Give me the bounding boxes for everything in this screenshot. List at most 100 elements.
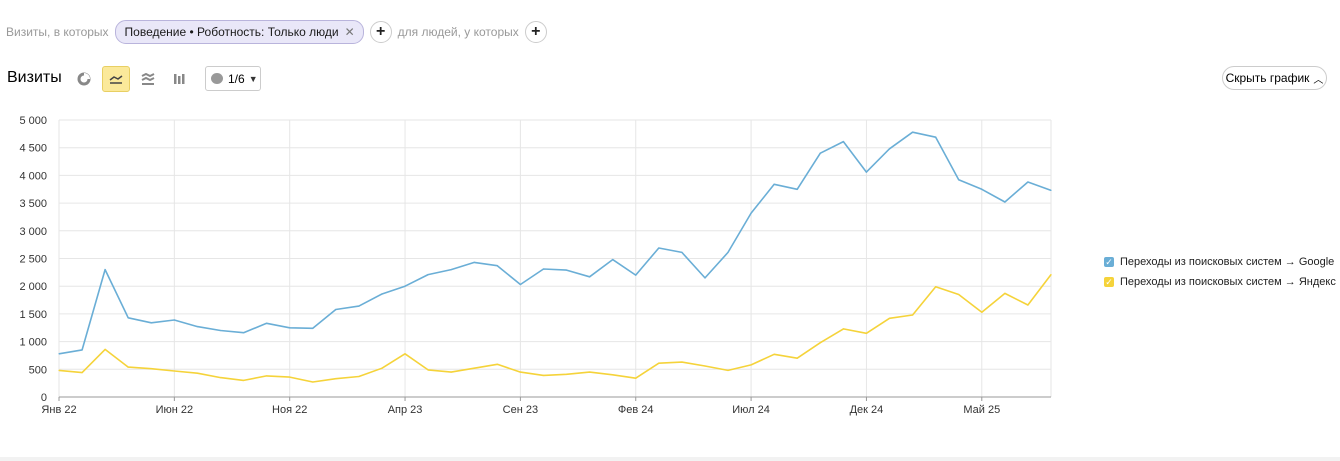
chevron-down-icon: ▼ [248, 73, 258, 84]
x-tick-label: Сен 23 [503, 404, 538, 416]
data-point [842, 141, 844, 143]
data-point [266, 322, 268, 324]
data-point [1004, 292, 1006, 295]
data-point [266, 375, 268, 377]
legend-item-google[interactable]: ✓ Переходы из поисковых систем → Google [1104, 252, 1336, 272]
data-point [865, 332, 868, 334]
data-point [381, 367, 383, 369]
legend-item-yandex[interactable]: ✓ Переходы из поисковых систем → Яндекс [1104, 272, 1336, 292]
data-point [727, 369, 729, 372]
checkbox-checked-icon[interactable]: ✓ [1104, 257, 1114, 267]
data-point [888, 317, 891, 319]
close-icon[interactable]: ✕ [344, 25, 355, 39]
x-tick-label: Июн 22 [156, 404, 194, 416]
data-point [773, 353, 775, 355]
data-point [219, 329, 222, 332]
data-point [150, 368, 152, 370]
add-people-filter-button[interactable]: + [524, 21, 547, 43]
bar-chart-button[interactable] [166, 66, 194, 92]
data-point [796, 188, 798, 190]
series-line-0 [58, 131, 1052, 355]
notes-dropdown[interactable]: 1/6 ▼ [205, 66, 261, 91]
data-point [704, 365, 706, 367]
series-line-1 [58, 274, 1052, 383]
checkbox-checked-icon[interactable]: ✓ [1104, 277, 1114, 287]
y-tick-label: 2 500 [19, 254, 47, 266]
data-point [1004, 201, 1006, 203]
plus-icon: + [375, 23, 386, 40]
y-tick-label: 4 500 [19, 143, 47, 155]
data-point [519, 283, 521, 286]
line-chart-icon [109, 75, 123, 84]
hide-chart-button[interactable]: Скрыть график ︿ [1222, 66, 1327, 90]
data-point [819, 342, 821, 344]
area-chart-icon [141, 73, 155, 85]
data-point [750, 212, 752, 214]
data-point [727, 251, 729, 254]
data-point [335, 378, 337, 380]
hide-chart-label: Скрыть график [1225, 71, 1310, 85]
data-point [1027, 304, 1029, 306]
data-point [173, 319, 175, 321]
data-point [565, 269, 568, 271]
data-point [289, 376, 291, 378]
data-point [981, 311, 983, 313]
y-tick-label: 500 [29, 364, 47, 376]
y-tick-label: 4 000 [19, 170, 47, 182]
chart-legend: ✓ Переходы из поисковых систем → Google … [1104, 252, 1336, 292]
data-point [150, 322, 152, 324]
data-point [196, 326, 199, 328]
add-visit-filter-button[interactable]: + [369, 21, 392, 43]
y-axis: 0 500 1 000 1 500 2 000 2 500 3 000 3 500 4 000 4… [19, 115, 47, 404]
data-point [127, 366, 129, 368]
data-point [81, 349, 83, 351]
data-point [496, 363, 498, 365]
chart-series [58, 131, 1052, 383]
x-axis: Янв 22 Июн 22 Ноя 22 Апр 23 Сен 23 Фев 24 Июл … [41, 396, 1051, 416]
data-point [519, 371, 521, 373]
y-tick-label: 3 000 [19, 226, 47, 238]
data-point [496, 265, 498, 267]
data-point [404, 353, 406, 355]
data-point [358, 305, 360, 307]
data-point [935, 136, 937, 138]
visits-filter-label: Визиты, в которых [6, 25, 109, 39]
chart-grid [58, 119, 1052, 398]
pie-chart-button[interactable] [70, 66, 98, 92]
y-tick-label: 2 000 [19, 281, 47, 293]
data-point [127, 317, 129, 319]
data-point [658, 247, 660, 249]
data-point [1027, 181, 1029, 183]
data-point [473, 367, 475, 369]
line-chart-button[interactable] [102, 66, 130, 92]
filter-chip-label: Поведение • Роботность: Только люди [124, 25, 339, 39]
data-point [589, 276, 591, 278]
data-point [612, 374, 614, 376]
data-point [242, 332, 245, 334]
data-point [542, 268, 545, 270]
data-point [589, 371, 591, 373]
data-point [981, 188, 983, 190]
data-point [81, 372, 83, 374]
data-point [704, 277, 706, 279]
data-point [358, 375, 360, 378]
x-tick-label: Дек 24 [850, 404, 884, 416]
legend-label-yandex: Переходы из поисковых систем → Яндекс [1120, 276, 1336, 288]
robotness-filter-chip[interactable]: Поведение • Роботность: Только люди ✕ [114, 20, 364, 44]
y-tick-label: 5 000 [19, 115, 47, 127]
chevron-up-icon: ︿ [1313, 74, 1324, 86]
y-tick-label: 1 500 [19, 309, 47, 321]
data-point [219, 377, 222, 379]
data-point [335, 308, 337, 311]
comment-icon [211, 73, 223, 84]
data-point [427, 273, 429, 276]
data-point [242, 379, 245, 381]
legend-label-google: Переходы из поисковых систем → Google [1120, 256, 1335, 268]
y-tick-label: 3 500 [19, 198, 47, 210]
data-point [173, 370, 175, 372]
data-point [565, 373, 568, 375]
data-point [450, 268, 452, 271]
data-point [196, 372, 199, 374]
area-chart-button[interactable] [134, 66, 162, 92]
data-point [1050, 273, 1052, 276]
